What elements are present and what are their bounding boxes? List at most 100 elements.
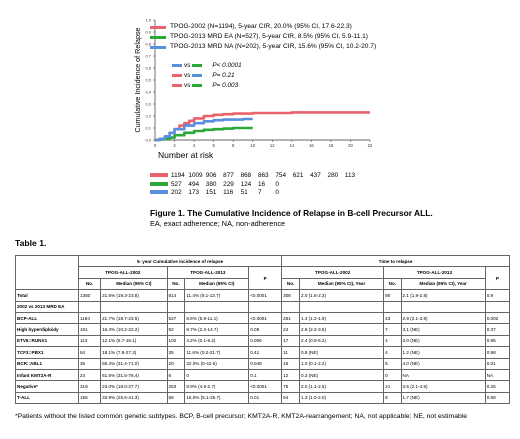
table-cell: 527 — [166, 311, 186, 325]
sub-header-p: P — [484, 266, 511, 291]
table-cell: 0.37 — [484, 323, 511, 336]
legend-swatch — [150, 26, 166, 29]
row-label: Negative* — [15, 380, 79, 393]
table-cell: 11 — [281, 346, 300, 359]
row-label: BCP-ALL — [15, 311, 79, 325]
table-cell: 1194 — [77, 311, 102, 325]
risk-value: 116 — [223, 189, 234, 196]
legend-swatch — [150, 36, 166, 39]
col-header: No. — [166, 277, 186, 291]
col-header: Median (95% CI), Year — [400, 277, 486, 291]
table-cell: 20 — [166, 357, 186, 370]
y-tick-label: 0.3 — [145, 102, 151, 107]
table-cell: 156 — [77, 391, 102, 405]
risk-value: 202 — [171, 189, 182, 196]
risk-value: 0 — [275, 180, 279, 188]
risk-row-swatch — [150, 190, 168, 195]
risk-value: 151 — [205, 189, 217, 196]
x-tick-label: 4 — [193, 143, 196, 148]
table-cell: 22.0% (0-42.6) — [184, 357, 250, 370]
table-row: BCP-ALL 1194 21.7% (18.7-23.5) 527 8.5% (5.9… — [15, 311, 511, 325]
risk-value: 51 — [240, 189, 248, 196]
x-tick-label: 8 — [232, 143, 235, 148]
table-cell — [281, 300, 300, 313]
x-tick-label: 22 — [368, 143, 373, 148]
comparison-row: vs P= 0.003 — [172, 82, 238, 89]
risk-value: 1009 — [188, 172, 203, 179]
y-axis-label: Cumulative Incidence of Relapse — [133, 27, 142, 132]
risk-value: 621 — [292, 172, 304, 179]
table-cell: 18.1% (7.8-27.3) — [100, 346, 168, 359]
table-cell: 11.6% (0.2-21.7) — [184, 346, 250, 359]
table-cell: 0.25 — [484, 380, 511, 393]
table-cell: 16.4% (10.2-22.2) — [100, 323, 168, 336]
table-cell: 8.7% (2.2-14.7) — [184, 323, 250, 336]
y-tick-label: 0.0 — [145, 138, 151, 143]
legend-label: TPOG-2013 MRD NA (N=202), 5-year CIR, 15… — [170, 43, 377, 50]
risk-value: 16 — [257, 180, 266, 188]
table-cell: 55.4% (31.4-71.0) — [100, 357, 168, 370]
row-label: Infant KMT2A-R — [15, 368, 79, 382]
table-cell: 35 — [166, 346, 186, 359]
table-cell: 0.69 — [484, 391, 511, 405]
risk-value: 863 — [257, 172, 269, 179]
table-cell: 61.6% (31.5-78.4) — [100, 368, 168, 382]
table-body: Total 1350 21.6% (19.3-23.8) 814 11.4% (9.1-… — [15, 289, 511, 405]
y-tick-label: 0.4 — [145, 90, 151, 95]
y-tick-label: 0.6 — [145, 66, 151, 71]
table-row: 2002 vs 2013 MRD EA — [15, 300, 511, 313]
table-cell: 253 — [166, 380, 186, 393]
table-cell: 2.0 (1.6-2.3) — [298, 289, 385, 302]
legend-label: TPOG-2013 MRD EA (N=527), 5-year CIR, 8.… — [170, 33, 368, 40]
comparison-swatch — [192, 64, 203, 67]
table-row: Negative* 319 23.0% (18.0-27.7) 253 8.9% (4.… — [15, 380, 511, 393]
col-header: Median (95% CI) — [100, 277, 168, 291]
row-label: Total — [15, 289, 79, 302]
risk-value: 1194 — [171, 172, 185, 179]
cir-chart: 0.0 0.1 0.2 0.3 0.4 0.5 0.6 0.7 0.8 0.9 1.0 0 2 4 6 8 10… — [133, 18, 373, 151]
comparison-swatch — [172, 74, 182, 77]
comparison-swatch — [192, 74, 203, 77]
table-cell: 24 — [281, 323, 300, 336]
table-cell: NA — [400, 368, 486, 382]
table-cell: 64 — [77, 346, 102, 359]
table-cell: 1.4 (1.2-1.9) — [298, 311, 385, 325]
legend-item: TPOG-2002 (N=1194), 5-year CIR, 20.0% (9… — [150, 23, 352, 30]
risk-value: 877 — [223, 172, 234, 179]
x-axis-label: Years — [252, 148, 272, 150]
table-cell: 3.5 (2.1-4.5) — [400, 380, 486, 393]
x-tick-label: 0 — [154, 143, 157, 148]
figure-caption: Figure 1. The Cumulative Incidence of Re… — [150, 208, 433, 218]
table-cell: 0.002 — [484, 311, 511, 325]
table-cell: 92 — [166, 323, 186, 336]
legend-label: TPOG-2002 (N=1194), 5-year CIR, 20.0% (9… — [170, 23, 352, 30]
table-cell: 0.9 — [484, 289, 511, 302]
row-label: T-ALL — [15, 391, 79, 405]
x-tick-label: 2 — [173, 143, 176, 148]
cir-figure: 0.0 0.1 0.2 0.3 0.4 0.5 0.6 0.7 0.8 0.9 1.0 0 2 4 6 8 10… — [0, 0, 520, 229]
group-header-cir: 5- year Cumulative incidence of relapse — [77, 254, 283, 268]
table-cell: 161 — [77, 323, 102, 336]
legend-item: TPOG-2013 MRD EA (N=527), 5-year CIR, 8.… — [150, 33, 368, 40]
group-header-time: Time to relapse — [281, 254, 510, 268]
risk-row: 202 173 151 116 51 7 0 — [150, 189, 293, 196]
table-cell: 43 — [383, 311, 402, 325]
table-cell: 0.98 — [484, 346, 511, 359]
table-cell — [100, 300, 168, 313]
y-tick-label: 0.7 — [145, 54, 151, 59]
p-value: P< 0.0001 — [212, 62, 242, 69]
table-cell: 0.41 — [248, 346, 283, 359]
table-cell: 21.6% (19.3-23.8) — [100, 289, 168, 302]
table-cell: 2.9 (2.1-3.9) — [400, 311, 486, 325]
table-cell: 5 — [383, 357, 402, 370]
table-cell: 1.2 (NE) — [400, 346, 486, 359]
table-cell: 21.7% (18.7-23.5) — [100, 311, 168, 325]
table-cell: 0.8 (NE) — [298, 346, 385, 359]
sub-header: TPOG-ALL-2002 — [281, 266, 385, 279]
table-cell: 0.95 — [484, 334, 511, 348]
table-cell: 36 — [77, 357, 102, 370]
y-tick-label: 0.8 — [145, 42, 151, 47]
p-value: P= 0.003 — [212, 82, 239, 89]
table-cell: 21 — [383, 380, 402, 393]
col-header: Median (95% CI) — [184, 277, 250, 291]
